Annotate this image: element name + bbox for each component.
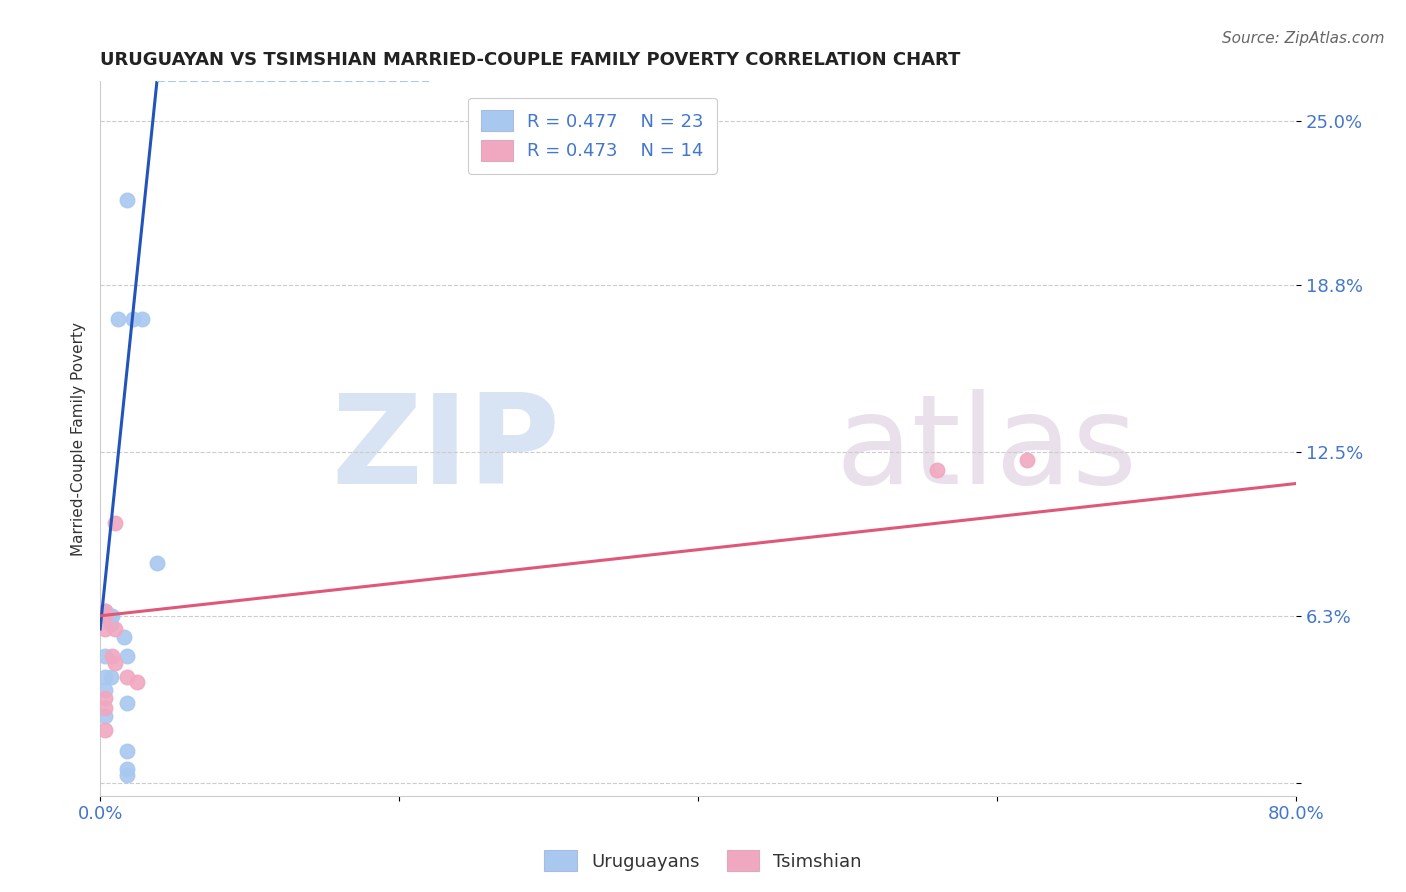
Point <box>112 630 135 644</box>
Point <box>122 312 145 326</box>
Point <box>104 657 127 671</box>
Point <box>115 767 138 781</box>
Point <box>104 622 127 636</box>
Point <box>93 670 115 684</box>
Point <box>93 709 115 723</box>
Text: Source: ZipAtlas.com: Source: ZipAtlas.com <box>1222 31 1385 46</box>
Point <box>131 312 153 326</box>
Point <box>93 608 115 623</box>
Point <box>101 608 124 623</box>
Point <box>107 312 129 326</box>
Point <box>115 696 138 710</box>
Legend: R = 0.477    N = 23, R = 0.473    N = 14: R = 0.477 N = 23, R = 0.473 N = 14 <box>468 97 717 174</box>
Point <box>115 670 138 684</box>
Point <box>146 556 169 570</box>
Point <box>93 608 115 623</box>
Point <box>1015 452 1038 467</box>
Text: URUGUAYAN VS TSIMSHIAN MARRIED-COUPLE FAMILY POVERTY CORRELATION CHART: URUGUAYAN VS TSIMSHIAN MARRIED-COUPLE FA… <box>100 51 960 69</box>
Point <box>98 608 121 623</box>
Point <box>93 648 115 663</box>
Point <box>100 608 122 623</box>
Point <box>115 744 138 758</box>
Point <box>93 723 115 737</box>
Legend: Uruguayans, Tsimshian: Uruguayans, Tsimshian <box>537 843 869 879</box>
Point <box>104 516 127 531</box>
Point <box>93 690 115 705</box>
Point <box>127 675 149 690</box>
Point <box>115 648 138 663</box>
Point <box>115 194 138 208</box>
Point <box>93 603 115 617</box>
Point <box>100 616 122 631</box>
Point <box>93 701 115 715</box>
Point <box>93 603 115 617</box>
Point <box>101 648 124 663</box>
Point <box>100 670 122 684</box>
Point <box>93 682 115 697</box>
Point <box>115 762 138 776</box>
Text: ZIP: ZIP <box>332 389 561 509</box>
Y-axis label: Married-Couple Family Poverty: Married-Couple Family Poverty <box>72 321 86 556</box>
Point <box>927 463 949 477</box>
Point <box>93 608 115 623</box>
Point <box>93 622 115 636</box>
Text: atlas: atlas <box>835 389 1137 509</box>
